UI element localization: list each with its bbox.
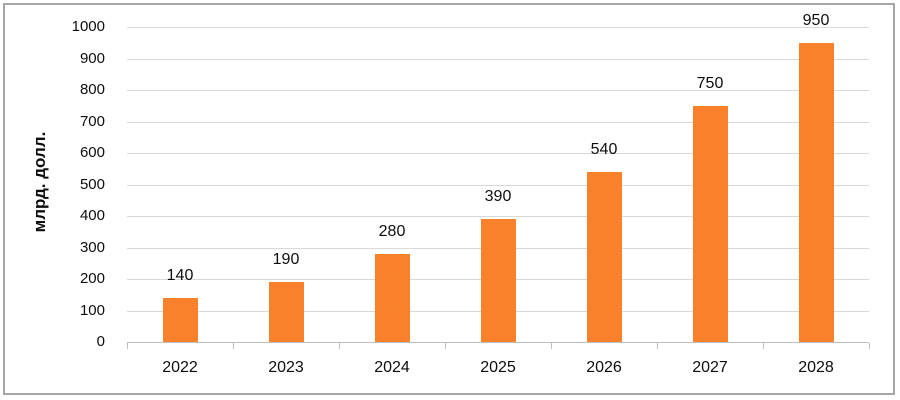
y-tick-label: 700: [79, 112, 105, 130]
bar-2026: [586, 171, 622, 342]
y-tick-label: 900: [79, 49, 105, 67]
bar-2023: [268, 282, 304, 342]
x-axis-tick: [445, 343, 446, 349]
bar-value-label-2025: 390: [484, 188, 512, 206]
y-tick-label: 200: [79, 270, 105, 287]
gridline-800: [127, 90, 869, 91]
x-axis-tick: [551, 343, 552, 349]
bar-value-label-2023: 190: [272, 251, 300, 269]
x-category-label-2024: 2024: [374, 359, 410, 376]
y-tick-label: 300: [79, 238, 105, 256]
gridline-400: [127, 216, 869, 217]
bar-2022: [162, 297, 198, 342]
gridline-1000: [127, 27, 869, 28]
gridline-700: [127, 121, 869, 123]
x-category-label-2022: 2022: [162, 359, 198, 376]
bar-value-label-2024: 280: [378, 222, 406, 240]
gridline-900: [127, 58, 869, 60]
x-axis-tick: [233, 343, 234, 349]
x-axis-tick: [127, 343, 128, 349]
x-axis-tick: [657, 343, 658, 349]
x-category-label-2026: 2026: [586, 359, 622, 376]
y-tick-label: 800: [79, 81, 105, 98]
bar-2024: [374, 253, 410, 342]
bar-2028: [798, 42, 834, 342]
bar-value-label-2022: 140: [166, 266, 194, 284]
bar-2025: [480, 219, 516, 342]
x-category-label-2028: 2028: [798, 359, 834, 376]
gridline-600: [127, 153, 869, 154]
x-category-label-2023: 2023: [268, 359, 304, 376]
y-tick-label: 400: [79, 207, 105, 224]
x-axis-tick: [763, 343, 764, 349]
y-tick-label: 600: [79, 144, 105, 161]
chart-frame: [3, 3, 895, 395]
bar-value-label-2026: 540: [590, 140, 618, 158]
gridline-500: [127, 184, 869, 186]
bar-2027: [692, 105, 728, 342]
y-tick-label: 500: [79, 175, 105, 193]
x-category-label-2025: 2025: [480, 359, 516, 376]
y-tick-label: 100: [79, 301, 105, 319]
bar-value-label-2028: 950: [802, 11, 830, 29]
y-tick-label: 0: [96, 333, 105, 350]
x-category-label-2027: 2027: [692, 359, 728, 376]
bar-value-label-2027: 750: [696, 74, 724, 92]
x-axis-tick: [339, 343, 340, 349]
x-axis-tick: [869, 343, 870, 349]
y-tick-label: 1000: [71, 18, 105, 35]
x-axis-line: [127, 342, 869, 343]
